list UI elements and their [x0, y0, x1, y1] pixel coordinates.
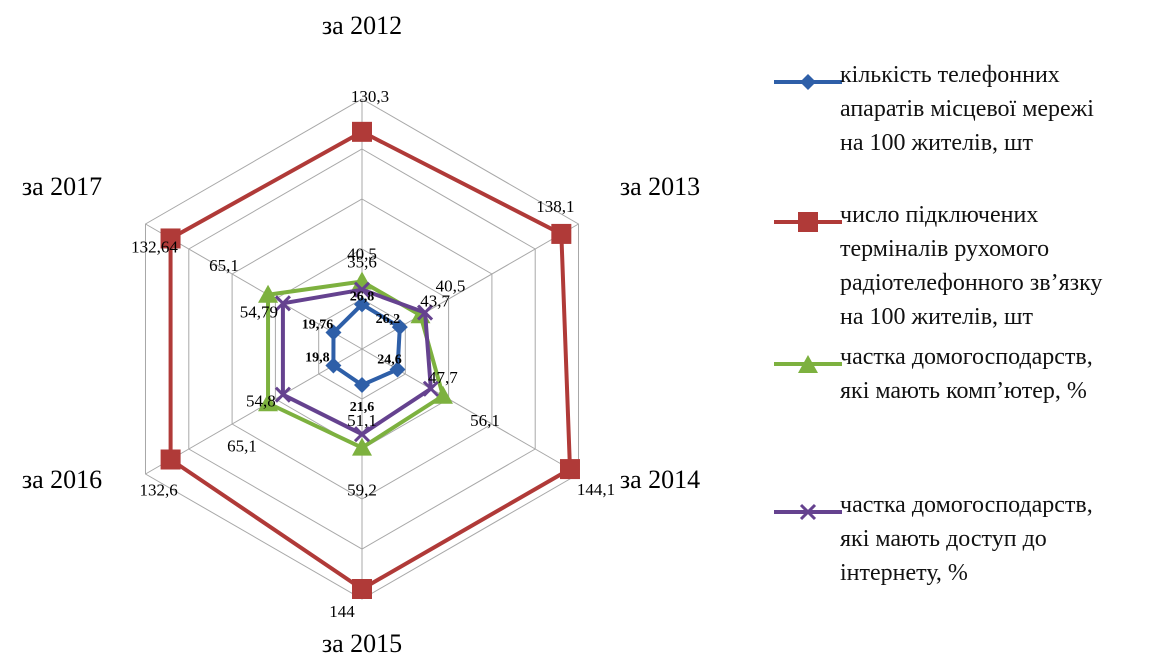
- data-label: 144,1: [577, 480, 615, 499]
- category-label: за 2013: [620, 172, 700, 201]
- data-point-x: [353, 281, 371, 298]
- data-label: 54,8: [246, 392, 276, 411]
- data-label: 56,1: [470, 411, 500, 430]
- grid-spoke: [145, 223, 363, 350]
- legend-label: кількість телефонних апаратів місцевої м…: [840, 62, 1094, 156]
- category-label: за 2017: [22, 172, 102, 201]
- data-point-diamond: [389, 361, 406, 378]
- legend-label: частка домогосподарств, які мають комп’ю…: [840, 344, 1093, 404]
- data-point-triangle: [258, 284, 279, 303]
- data-label: 132,6: [139, 481, 177, 500]
- series-0: [325, 296, 408, 393]
- data-point-x: [422, 380, 439, 397]
- data-point-diamond: [325, 324, 342, 341]
- data-label: 132,64: [131, 237, 178, 256]
- data-point-diamond: [391, 319, 408, 336]
- legend-square-marker-icon: [774, 212, 842, 232]
- data-point-diamond: [325, 357, 342, 374]
- data-label: 43,7: [420, 292, 450, 311]
- data-point-triangle: [258, 393, 279, 412]
- data-point-diamond: [354, 377, 370, 393]
- data-label: 26,8: [350, 289, 375, 304]
- data-label: 26,2: [376, 312, 401, 327]
- data-label: 130,3: [351, 87, 389, 106]
- data-label: 35,6: [347, 253, 377, 272]
- series-line: [168, 129, 572, 591]
- data-label: 59,2: [347, 481, 377, 500]
- legend: кількість телефонних апаратів місцевої м…: [770, 0, 1156, 659]
- series-1: [160, 121, 580, 599]
- category-label: за 2015: [322, 629, 402, 658]
- legend-diamond-marker-icon: [774, 74, 842, 90]
- grid-spoke: [361, 223, 579, 350]
- radar-grid: [144, 98, 580, 600]
- series-3: [274, 281, 439, 443]
- data-label: 24,6: [377, 353, 402, 368]
- legend-label: число підключених терміналів рухомого ра…: [840, 202, 1103, 330]
- grid-spoke: [145, 348, 363, 475]
- data-point-diamond: [354, 296, 370, 313]
- data-point-x: [417, 304, 434, 321]
- data-label: 21,6: [350, 400, 375, 415]
- radar-chart: за 2012 за 2013 за 2014 за 2015 за 2016 за 20…: [22, 11, 700, 658]
- data-label: 65,1: [227, 436, 257, 455]
- radar-series: [160, 121, 580, 599]
- data-point-square: [559, 459, 580, 480]
- data-label: 144: [329, 602, 355, 621]
- data-label: 65,1: [209, 256, 239, 275]
- data-point-square: [551, 223, 572, 244]
- legend-label: частка домогосподарств, які мають доступ…: [840, 492, 1093, 586]
- data-point-triangle: [432, 385, 453, 404]
- data-label: 138,1: [536, 197, 574, 216]
- data-point-square: [160, 228, 181, 249]
- data-point-square: [160, 449, 181, 470]
- data-point-x: [274, 386, 291, 403]
- data-point-triangle: [352, 437, 372, 456]
- data-label: 47,7: [428, 368, 458, 387]
- data-label: 51,1: [347, 411, 377, 430]
- legend-x-marker-icon: [774, 503, 842, 521]
- data-label: 54,79: [240, 302, 278, 321]
- data-label: 40,5: [436, 276, 466, 295]
- data-point-square: [352, 121, 372, 142]
- category-label: за 2016: [22, 465, 102, 494]
- category-label: за 2012: [322, 11, 402, 40]
- data-point-square: [352, 579, 372, 599]
- data-point-x: [274, 295, 291, 312]
- legend-triangle-marker-icon: [774, 355, 842, 373]
- category-label: за 2014: [620, 465, 700, 494]
- data-label: 19,76: [302, 318, 334, 333]
- data-label: 19,8: [305, 351, 330, 366]
- radar-labels: за 2012 за 2013 за 2014 за 2015 за 2016 за 20…: [22, 11, 700, 658]
- data-point-x: [353, 426, 371, 443]
- data-label: 40,5: [347, 245, 377, 264]
